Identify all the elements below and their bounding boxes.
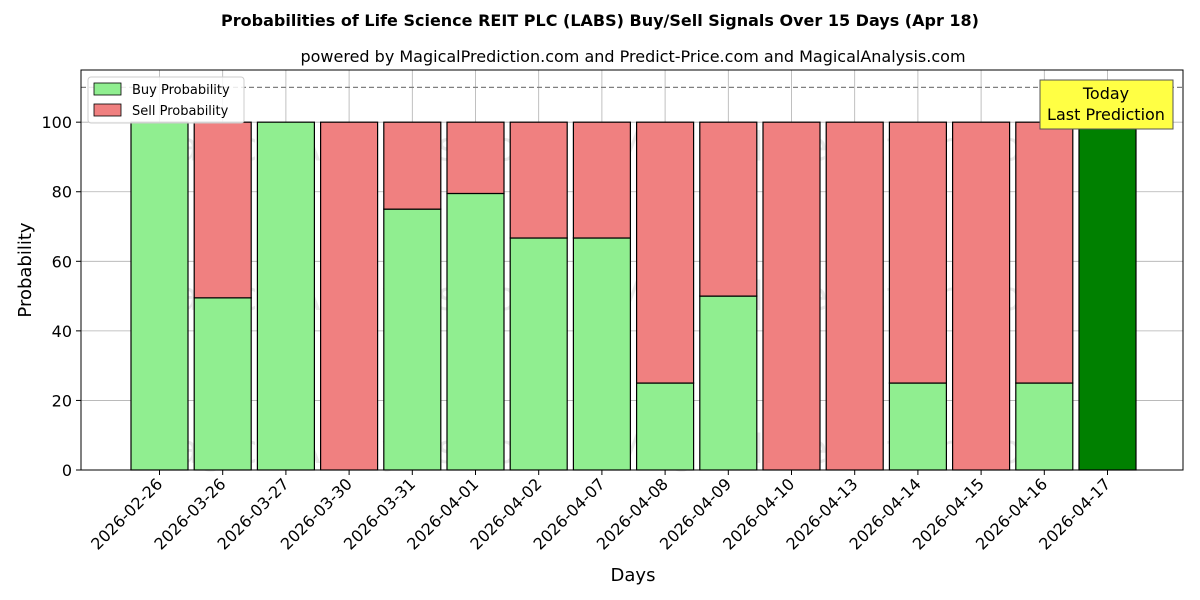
y-tick-label: 40 [52,322,72,341]
today-annotation: Today Last Prediction [1039,79,1174,130]
legend-buy-swatch [93,82,122,96]
bar-sell [446,121,505,195]
x-axis: 2026-02-262026-03-262026-03-272026-03-30… [87,470,1114,554]
legend-sell-swatch [93,103,122,117]
x-axis-label: Days [611,565,656,586]
bar-buy [888,382,948,471]
y-tick-label: 20 [52,391,72,410]
bar-buy [572,237,632,471]
y-axis-label: Probability [15,222,36,317]
legend: Buy Probability Sell Probability [87,76,245,124]
bar-sell [825,121,884,471]
legend-buy-label: Buy Probability [132,83,230,98]
bar-sell [635,121,695,384]
bar-buy [130,121,189,471]
bar-buy [383,208,442,471]
bar-sell [888,121,948,384]
bar-buy [1015,382,1074,471]
bar-buy [446,192,505,471]
bar-buy [256,121,315,471]
y-axis: 0 20 40 60 80 100 [41,113,81,480]
bar-sell [320,121,379,471]
bar-sell [572,121,632,239]
annotation-line2: Last Prediction [1047,105,1165,124]
bar-sell [1015,121,1074,384]
bars [130,121,1137,471]
chart-title: Probabilities of Life Science REIT PLC (… [221,11,979,30]
plot-frame [80,69,1184,471]
y-tick-label: 60 [52,252,72,271]
legend-sell-label: Sell Probability [132,104,229,119]
bar-buy [193,297,252,471]
bar-buy [635,382,695,471]
chart-subtitle: powered by MagicalPrediction.com and Pre… [300,47,965,66]
y-tick-label: 0 [62,461,72,480]
bar-sell [509,121,568,239]
bar-buy [509,237,568,471]
y-tick-label: 80 [52,183,72,202]
legend-frame [87,76,245,124]
bar-buy [1078,121,1137,471]
bar-sell [383,121,442,210]
bar-sell [699,121,758,297]
annotation-line1: Today [1082,84,1129,103]
bar-sell [762,121,821,471]
bar-sell [951,121,1011,471]
y-tick-label: 100 [41,113,72,132]
bar-sell [193,121,252,299]
annotation-box [1039,79,1174,130]
bar-buy [699,295,758,471]
